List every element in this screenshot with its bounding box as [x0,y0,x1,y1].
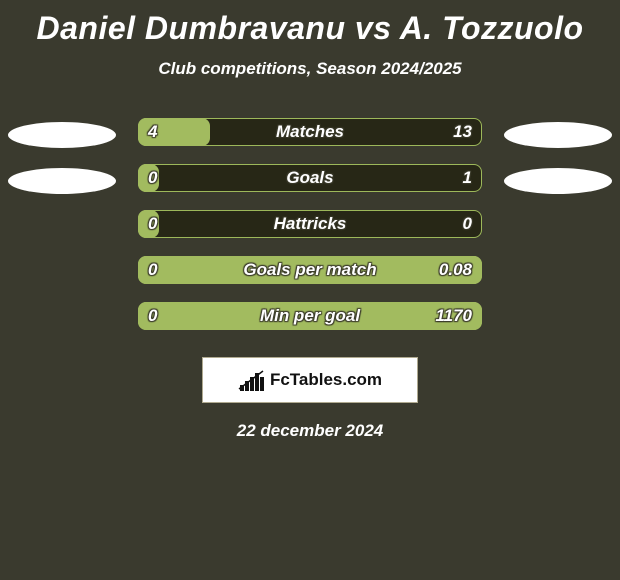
stat-row: 01170Min per goal [0,293,620,339]
player-photo-right [504,122,612,148]
stat-bar-fill [138,256,482,284]
page-title: Daniel Dumbravanu vs A. Tozzuolo [0,0,620,47]
stat-bar: 01Goals [138,164,482,192]
logo-chart-icon [238,369,266,391]
player-photo-left [8,168,116,194]
photo-spacer [504,257,612,283]
stat-row: 01Goals [0,155,620,201]
footer-date: 22 december 2024 [0,421,620,441]
stat-bar-fill [138,210,159,238]
stat-bar: 413Matches [138,118,482,146]
stat-bar: 00.08Goals per match [138,256,482,284]
stat-bar: 00Hattricks [138,210,482,238]
player-photo-left [8,122,116,148]
photo-spacer [8,303,116,329]
stat-bar-fill [138,302,482,330]
comparison-rows: 413Matches 01Goals 00Hattricks 00.08Goals p… [0,109,620,339]
stat-row: 00Hattricks [0,201,620,247]
photo-spacer [8,211,116,237]
logo-box: FcTables.com [202,357,418,403]
page-subtitle: Club competitions, Season 2024/2025 [0,59,620,79]
player-photo-right [504,168,612,194]
stat-bar: 01170Min per goal [138,302,482,330]
photo-spacer [504,303,612,329]
stat-bar-fill [138,164,159,192]
logo-text: FcTables.com [270,370,382,390]
stat-row: 00.08Goals per match [0,247,620,293]
stat-bar-fill [138,118,210,146]
stat-row: 413Matches [0,109,620,155]
photo-spacer [8,257,116,283]
photo-spacer [504,211,612,237]
